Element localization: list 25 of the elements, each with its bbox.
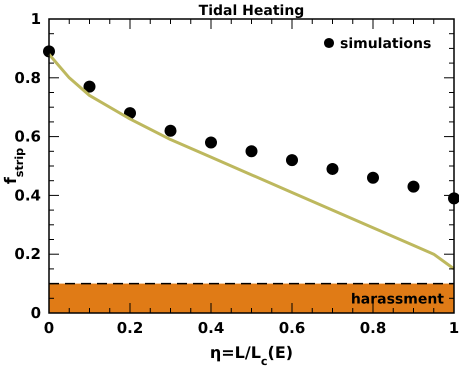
y-tick-label: 1 [30,10,41,28]
point [286,154,298,166]
point [408,180,420,193]
band-label: harassment [350,291,444,308]
point [246,145,258,158]
chart-title: Tidal Heating [198,3,304,19]
point [84,80,96,93]
x-tick-label: 0.4 [198,319,224,337]
x-tick-label: 0.2 [116,319,144,337]
point [164,124,176,137]
y-tick-label: 0.8 [14,68,41,87]
x-tick-label: 0 [44,319,54,337]
point [205,136,217,148]
y-tick-label: 0.4 [14,186,41,204]
x-tick-label: 0.6 [278,319,306,337]
point [367,172,379,184]
legend: simulations [324,36,432,52]
x-tick-label: 0.8 [360,319,386,337]
x-axis-title: η=L/L$_{c}$(E) [210,343,294,368]
x-tick-label: 1 [448,319,459,337]
legend-label: simulations [340,36,432,52]
point [326,162,338,175]
y-tick-label: 0.6 [14,128,41,146]
y-tick-label: 0.2 [14,245,41,264]
y-tick-label: 0 [30,304,41,322]
